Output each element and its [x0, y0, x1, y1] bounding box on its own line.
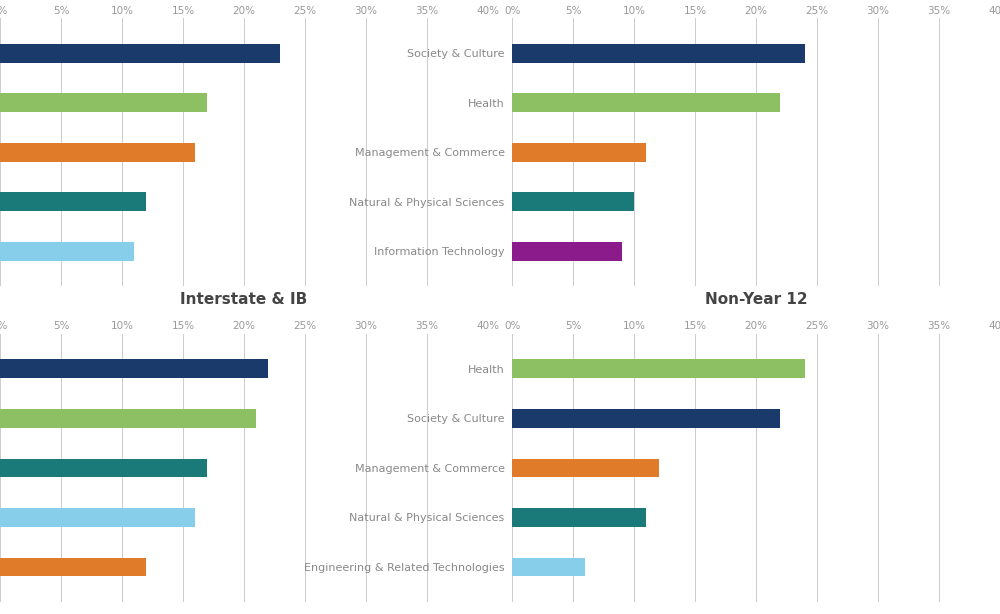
Bar [512, 93, 780, 112]
Bar [0, 242, 134, 261]
Title: Interstate & IB: Interstate & IB [180, 292, 308, 306]
Bar [512, 409, 780, 428]
Bar [512, 143, 646, 161]
Bar [0, 192, 146, 211]
Bar [512, 508, 646, 527]
Bar [512, 44, 805, 63]
Bar [512, 242, 622, 261]
Bar [0, 459, 207, 477]
Bar [512, 192, 634, 211]
Bar [0, 508, 195, 527]
Bar [0, 359, 268, 378]
Bar [0, 93, 207, 112]
Bar [0, 558, 146, 577]
Bar [0, 409, 256, 428]
Bar [512, 459, 659, 477]
Bar [0, 143, 195, 161]
Bar [0, 44, 280, 63]
Bar [512, 558, 585, 577]
Title: Non-Year 12: Non-Year 12 [705, 292, 807, 306]
Bar [512, 359, 805, 378]
